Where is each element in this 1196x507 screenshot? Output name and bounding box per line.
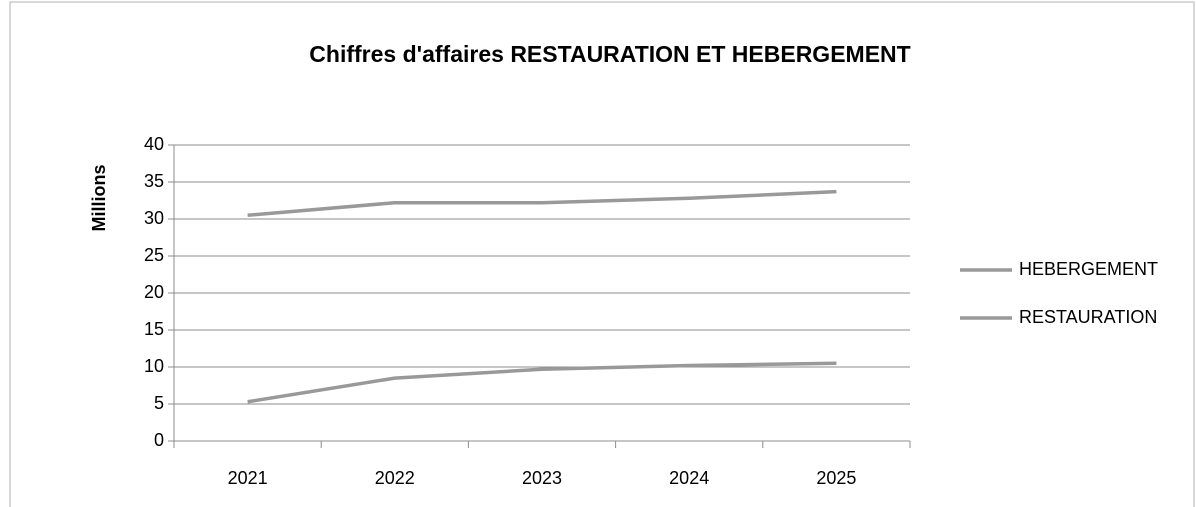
x-tick-label: 2023 — [522, 468, 562, 488]
x-tick-label: 2025 — [816, 468, 856, 488]
y-tick-label: 40 — [144, 134, 164, 154]
y-tick-label: 5 — [154, 393, 164, 413]
y-tick-label: 15 — [144, 319, 164, 339]
legend-label: HEBERGEMENT — [1019, 259, 1158, 279]
y-tick-label: 20 — [144, 282, 164, 302]
chart-title: Chiffres d'affaires RESTAURATION ET HEBE… — [309, 41, 910, 67]
legend-label: RESTAURATION — [1019, 307, 1157, 327]
x-tick-label: 2024 — [669, 468, 709, 488]
series-line — [247, 361, 837, 404]
y-tick-label: 10 — [144, 356, 164, 376]
y-tick-label: 25 — [144, 245, 164, 265]
series-line — [247, 189, 837, 218]
chart-frame — [9, 1, 1195, 507]
x-tick-label: 2022 — [375, 468, 415, 488]
x-tick-label: 2021 — [228, 468, 268, 488]
y-tick-label: 30 — [144, 208, 164, 228]
y-axis-label: Millions — [89, 165, 109, 232]
y-tick-label: 35 — [144, 171, 164, 191]
y-tick-label: 0 — [154, 430, 164, 450]
